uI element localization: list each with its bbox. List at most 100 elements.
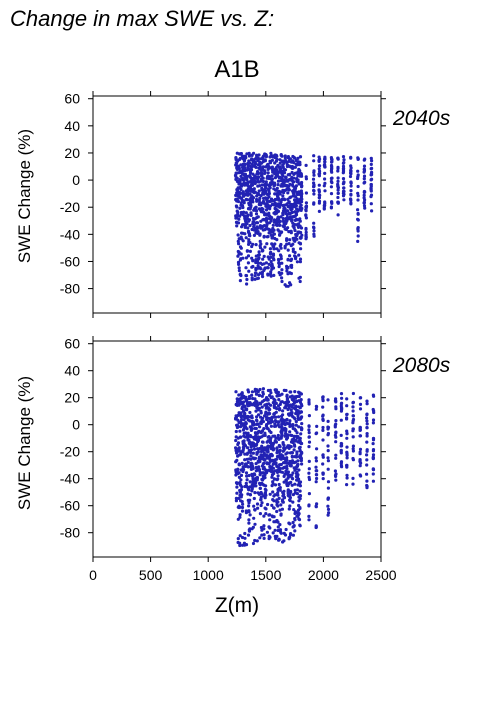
data-point <box>245 478 249 482</box>
data-point <box>297 511 301 516</box>
data-point <box>268 247 272 251</box>
data-point <box>255 419 259 423</box>
data-point <box>249 168 254 172</box>
data-point <box>341 189 346 193</box>
x-tick-label: 0 <box>89 567 97 583</box>
data-point <box>285 209 290 213</box>
data-point <box>270 174 274 178</box>
data-point <box>298 494 303 498</box>
data-point <box>256 172 260 176</box>
data-point <box>243 531 247 536</box>
data-point <box>365 426 369 430</box>
data-point <box>336 185 340 189</box>
data-point <box>257 256 261 260</box>
data-point <box>244 471 249 475</box>
data-point <box>317 199 322 203</box>
data-point <box>323 201 327 205</box>
data-point <box>280 279 284 284</box>
data-point <box>276 491 280 495</box>
data-point <box>270 177 274 181</box>
data-point <box>314 473 318 477</box>
data-point <box>314 456 318 460</box>
data-point <box>307 435 311 439</box>
data-point <box>339 441 343 446</box>
data-point <box>322 184 326 188</box>
data-point <box>239 252 243 256</box>
data-point <box>268 230 272 235</box>
data-point <box>247 529 252 533</box>
data-point <box>321 477 325 481</box>
data-point <box>244 256 248 260</box>
data-point <box>252 472 256 476</box>
data-point <box>244 543 249 547</box>
data-point <box>326 444 330 448</box>
data-point <box>257 157 261 161</box>
data-point <box>262 514 266 518</box>
y-tick-label: -80 <box>60 525 80 541</box>
data-point <box>342 158 346 162</box>
data-point <box>276 493 280 497</box>
data-point <box>251 242 255 246</box>
data-point <box>248 223 252 228</box>
data-point <box>270 420 274 424</box>
data-point <box>245 174 249 179</box>
data-point <box>257 393 261 397</box>
data-point <box>270 454 274 458</box>
data-point <box>321 395 325 399</box>
data-point <box>315 476 319 481</box>
data-point <box>258 446 262 451</box>
data-point <box>262 527 266 531</box>
data-point <box>295 452 299 456</box>
data-point <box>336 156 340 160</box>
data-point <box>261 275 265 279</box>
data-point <box>293 228 297 233</box>
data-point <box>334 419 338 423</box>
y-tick-label: 40 <box>64 363 80 379</box>
data-point <box>326 467 330 471</box>
data-point <box>236 425 240 429</box>
data-point <box>238 505 242 509</box>
data-point <box>234 390 238 394</box>
data-point <box>298 275 302 279</box>
data-point <box>299 398 303 402</box>
data-point <box>349 202 353 206</box>
data-point <box>260 188 264 192</box>
data-point <box>356 211 360 216</box>
data-point <box>268 388 272 392</box>
data-point <box>369 171 374 175</box>
data-point <box>272 477 276 481</box>
data-point <box>356 218 360 222</box>
data-point <box>371 436 376 441</box>
data-point <box>258 511 262 516</box>
data-point <box>272 441 276 445</box>
data-point <box>261 257 265 261</box>
data-point <box>278 467 282 471</box>
data-point <box>317 193 321 197</box>
data-point <box>238 429 242 433</box>
data-point <box>312 192 316 196</box>
data-point <box>342 181 346 185</box>
data-point <box>345 404 349 408</box>
data-point <box>281 194 285 198</box>
data-point <box>268 513 272 517</box>
data-point <box>349 189 353 193</box>
data-point <box>276 433 280 438</box>
data-point <box>256 413 261 417</box>
data-point <box>267 262 271 266</box>
data-point <box>266 502 270 507</box>
data-point <box>329 205 333 209</box>
data-point <box>312 229 316 233</box>
data-point <box>238 206 242 210</box>
data-point <box>280 470 284 474</box>
data-point <box>293 417 297 421</box>
data-point <box>286 488 290 492</box>
data-point <box>269 250 273 254</box>
data-point <box>312 189 316 193</box>
data-point <box>326 456 330 460</box>
data-point <box>278 528 283 532</box>
data-point <box>252 233 256 237</box>
data-point <box>251 464 255 468</box>
data-point <box>237 496 241 500</box>
data-point <box>312 170 316 175</box>
data-point <box>280 154 284 158</box>
